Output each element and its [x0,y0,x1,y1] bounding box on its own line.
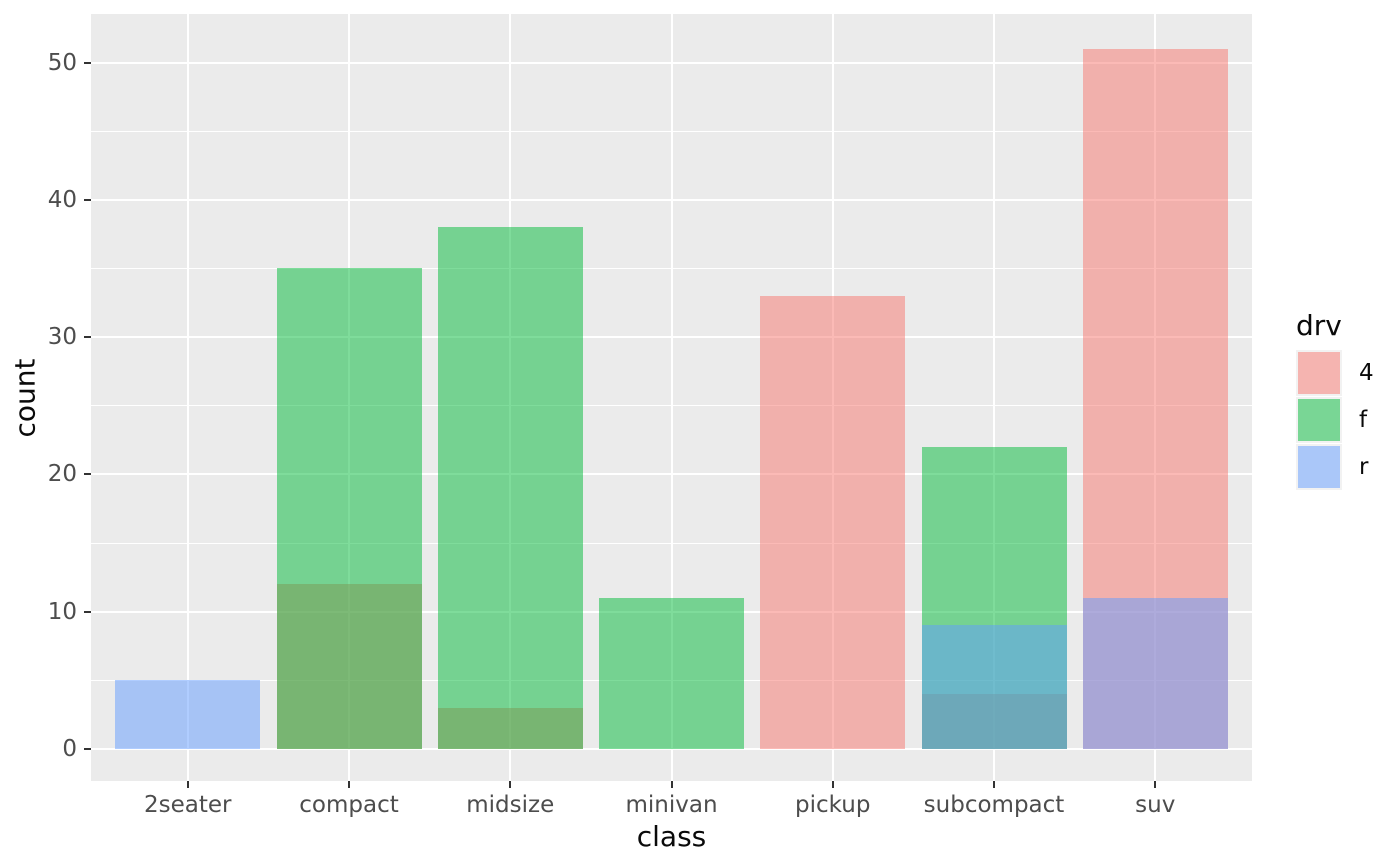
x-tick-label-midsize: midsize [466,792,555,818]
y-tick-50 [84,61,91,64]
legend-label-r: r [1359,454,1369,480]
y-tick-label-50: 50 [47,49,77,76]
x-tick-compact [348,781,350,788]
legend-key-swatch-r [1296,444,1342,490]
bar-suv-drv-r [1082,597,1228,749]
y-tick-20 [84,473,91,476]
bar-subcompact-drv-r [921,625,1067,749]
x-tick-subcompact [993,781,995,788]
y-tick-label-20: 20 [47,461,77,488]
legend-key-swatch-f [1296,397,1342,443]
x-tick-suv [1154,781,1157,788]
legend-key-swatch-4 [1296,350,1342,396]
y-tick-40 [84,198,91,201]
y-tick-10 [84,610,91,613]
gridline-major-x-subcompact [993,14,995,781]
y-tick-label-10: 10 [47,598,77,625]
gridline-major-x-2seater [186,14,189,781]
x-tick-midsize [509,781,512,788]
legend-swatch-fill-r [1298,446,1340,488]
x-tick-label-compact: compact [299,792,399,818]
y-tick-30 [84,336,91,339]
bar-minivan-drv-f [599,597,744,749]
legend-swatch-fill-4 [1298,352,1340,394]
x-axis-title: class [636,820,707,853]
x-tick-label-pickup: pickup [795,792,871,818]
x-tick-label-minivan: minivan [625,792,718,818]
plot-panel [91,14,1252,781]
y-tick-label-40: 40 [47,186,77,213]
y-axis-title: count [8,358,42,437]
legend-label-f: f [1359,407,1368,433]
x-tick-label-suv: suv [1135,792,1176,818]
gridline-major-x-minivan [670,14,673,781]
legend-entry-4: 4 [1296,350,1374,396]
y-tick-0 [84,748,91,750]
legend-label-4: 4 [1359,360,1374,386]
y-tick-label-30: 30 [47,324,77,351]
x-tick-pickup [831,781,834,788]
bar-pickup-drv-4 [760,295,906,749]
legend-title: drv [1296,309,1342,342]
x-tick-minivan [670,781,673,788]
x-tick-2seater [186,781,189,788]
x-tick-label-2seater: 2seater [144,792,232,818]
bar-2seater-drv-r [115,680,261,749]
y-tick-label-0: 0 [62,736,77,762]
x-tick-label-subcompact: subcompact [923,792,1065,818]
legend-entry-f: f [1296,397,1374,443]
bar-midsize-drv-f [437,227,583,749]
legend-entry-r: r [1296,444,1374,490]
legend-swatch-fill-f [1298,399,1340,441]
bar-compact-drv-f [276,268,422,749]
